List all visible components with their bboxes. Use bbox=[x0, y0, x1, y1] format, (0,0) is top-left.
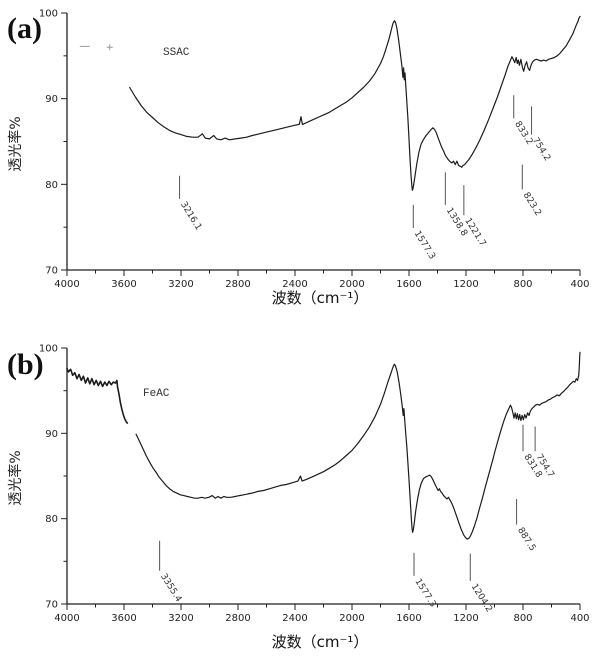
y-axis-title-a: 透光率% bbox=[8, 116, 24, 172]
spectrum-b-svg: 100 90 80 70 4000 3600 3200 2800 2400 2000 1600 120… bbox=[39, 344, 590, 625]
x-tick-label: 2000 bbox=[339, 279, 364, 290]
panel-b-corner-label: (b) bbox=[7, 348, 44, 381]
peak-label: 3216.1 bbox=[178, 200, 203, 232]
x-axis-title-b: 波数（cm⁻¹） bbox=[271, 633, 369, 651]
peak-label: 754.2 bbox=[530, 136, 552, 163]
axis-lines bbox=[66, 13, 580, 271]
x-tick-label: 400 bbox=[570, 279, 589, 290]
panel-a-corner-label: (a) bbox=[7, 12, 42, 45]
x-tick-label: 1600 bbox=[396, 279, 421, 290]
spectrum-curve bbox=[66, 367, 129, 424]
peak-label: 1577.3 bbox=[412, 229, 437, 261]
peak-label: 3355.4 bbox=[158, 572, 183, 604]
peak-label: 887.5 bbox=[515, 526, 537, 553]
y-tick-label: 80 bbox=[45, 180, 58, 191]
series-label-feac: FeAC bbox=[143, 388, 170, 400]
x-tick-label: 3200 bbox=[168, 613, 193, 624]
x-axis-title-a: 波数（cm⁻¹） bbox=[271, 289, 369, 307]
x-tick-label: 2000 bbox=[339, 613, 364, 624]
x-tick-label: 4000 bbox=[54, 279, 79, 290]
y-axis-title-b: 透光率% bbox=[8, 450, 24, 506]
panel-a: 100 90 80 70 4000 3600 3200 2800 2400 2000 1600 120… bbox=[7, 9, 590, 308]
spectrum-curve bbox=[135, 351, 581, 540]
panel-b: 100 90 80 70 4000 3600 3200 2800 2400 2000 1600 120… bbox=[0, 334, 600, 667]
y-tick-label: 100 bbox=[39, 9, 58, 20]
x-tick-label: 2400 bbox=[282, 279, 307, 290]
y-tick-label: 100 bbox=[39, 344, 58, 355]
y-tick-label: 70 bbox=[45, 266, 58, 277]
x-tick-label: 3600 bbox=[111, 279, 136, 290]
y-tick-label: 70 bbox=[45, 600, 58, 611]
x-tick-label: 2400 bbox=[282, 613, 307, 624]
x-tick-label: 400 bbox=[570, 613, 589, 624]
x-tick-label: 1200 bbox=[453, 279, 478, 290]
x-tick-label: 800 bbox=[513, 613, 532, 624]
spectrum-curve bbox=[129, 15, 581, 191]
x-tick-label: 2800 bbox=[225, 279, 250, 290]
spectrum-a-svg: 100 90 80 70 4000 3600 3200 2800 2400 2000 1600 120… bbox=[39, 9, 590, 291]
peak-label: 1204.2 bbox=[469, 582, 494, 614]
series-label-ssac: SSAC bbox=[163, 47, 190, 59]
x-tick-label: 1600 bbox=[396, 613, 421, 624]
y-tick-label: 80 bbox=[45, 514, 58, 525]
axis-lines bbox=[66, 348, 580, 605]
x-tick-label: 3200 bbox=[168, 279, 193, 290]
x-tick-label: 4000 bbox=[54, 613, 79, 624]
y-tick-label: 90 bbox=[45, 94, 58, 105]
x-tick-label: 2800 bbox=[225, 613, 250, 624]
x-tick-label: 3600 bbox=[111, 613, 136, 624]
x-tick-label: 1200 bbox=[453, 613, 478, 624]
y-tick-label: 90 bbox=[45, 429, 58, 440]
x-tick-label: 800 bbox=[513, 279, 532, 290]
peak-label: 823.2 bbox=[521, 191, 543, 218]
